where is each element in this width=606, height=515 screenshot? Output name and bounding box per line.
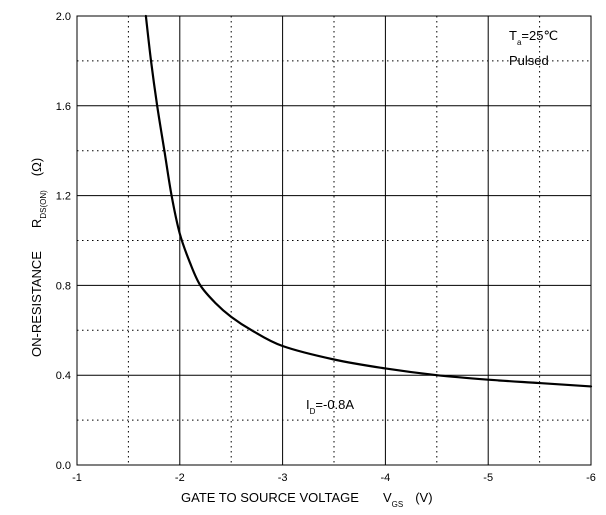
y-tick-label: 0.8 — [56, 280, 71, 292]
x-axis-label-subscript: GS — [392, 500, 404, 509]
x-tick-label: -6 — [586, 472, 596, 484]
pulsed-annotation: Pulsed — [509, 53, 549, 68]
x-axis-label-unit: (V) — [415, 490, 432, 505]
tick-labels: -1 -2 -3 -4 -5 -6 0.0 0.4 0.8 1.2 1.6 2.0 — [56, 11, 596, 484]
x-tick-label: -5 — [483, 472, 493, 484]
id-annotation: ID=-0.8A — [306, 397, 354, 416]
grid — [77, 16, 591, 465]
x-axis-label-symbol: V — [383, 490, 392, 505]
y-tick-label: 0.0 — [56, 460, 71, 472]
x-axis-label: GATE TO SOURCE VOLTAGE VGS (V) — [181, 490, 433, 509]
ta-symbol: T — [509, 28, 517, 43]
series-line — [144, 14, 593, 388]
y-axis-label-unit: (Ω) — [29, 158, 44, 176]
ta-value: =25℃ — [521, 28, 558, 43]
ta-annotation: Ta=25℃ — [509, 28, 558, 47]
x-tick-label: -1 — [72, 472, 82, 484]
ta-subscript: a — [517, 38, 522, 47]
y-tick-label: 1.6 — [56, 101, 71, 113]
x-axis-label-main: GATE TO SOURCE VOLTAGE — [181, 490, 359, 505]
id-value: =-0.8A — [315, 397, 354, 412]
y-axis-label-main: ON-RESISTANCE — [29, 251, 44, 357]
id-symbol: I — [306, 397, 310, 412]
series-layer — [144, 14, 593, 388]
x-tick-label: -2 — [175, 472, 185, 484]
plot-frame — [76, 15, 592, 466]
x-tick-label: -4 — [381, 472, 391, 484]
y-tick-label: 2.0 — [56, 11, 71, 23]
y-axis-label-subscript: DS(ON) — [39, 190, 48, 219]
y-tick-label: 1.2 — [56, 191, 71, 203]
x-tick-label: -3 — [278, 472, 288, 484]
y-axis-label: ON-RESISTANCE RDS(ON) (Ω) — [29, 158, 48, 357]
y-tick-label: 0.4 — [56, 370, 71, 382]
id-subscript: D — [310, 407, 316, 416]
y-axis-label-symbol: R — [29, 219, 44, 228]
